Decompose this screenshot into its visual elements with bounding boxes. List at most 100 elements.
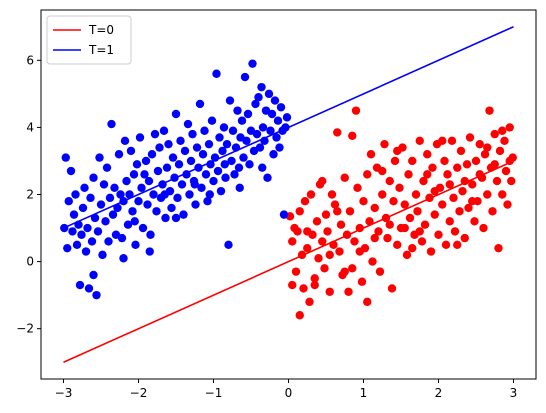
data-point-t1 [224,240,233,250]
data-point-t0 [400,223,409,233]
data-point-t0 [348,264,357,273]
data-point-t1 [61,153,70,162]
data-point-t1 [152,207,161,216]
y-tick-label: 0 [26,255,34,269]
data-point-t0 [420,220,430,229]
data-point-t1 [160,190,169,199]
data-point-t1 [220,160,229,169]
data-point-t1 [264,89,274,99]
data-point-t0 [323,227,332,236]
legend: T=0T=1 [46,15,132,65]
data-point-t1 [176,136,185,146]
data-point-t0 [389,197,398,206]
data-point-t0 [411,190,421,199]
data-point-t1 [198,150,208,159]
data-point-t1 [209,176,218,186]
data-point-t0 [485,106,494,115]
data-point-t0 [471,156,481,166]
data-point-t1 [227,156,236,166]
data-point-t1 [276,103,286,112]
y-tick-label: −2 [16,322,34,336]
data-point-t1 [92,290,101,300]
data-point-t0 [318,176,327,186]
data-point-t1 [90,213,100,223]
data-point-t0 [483,190,492,199]
data-point-t1 [146,230,155,239]
data-point-t0 [479,223,488,233]
data-point-t0 [383,233,392,243]
data-point-t1 [267,109,277,119]
data-point-t1 [263,173,272,182]
data-point-t1 [245,160,254,169]
data-point-t0 [468,180,477,189]
data-point-t0 [490,129,499,139]
data-point-t0 [462,160,472,169]
data-point-t0 [470,217,479,226]
data-point-t1 [108,210,118,219]
data-point-t1 [252,129,262,139]
x-tick-label: −2 [130,386,148,400]
data-point-t1 [86,193,95,203]
data-point-t0 [318,237,327,246]
data-point-t0 [333,128,342,137]
data-point-t0 [295,311,304,320]
data-point-t1 [132,160,142,169]
data-point-t0 [357,277,367,286]
data-point-t1 [234,163,244,172]
data-point-t0 [288,237,297,246]
data-point-t1 [222,139,232,149]
data-point-t1 [68,227,77,236]
data-point-t1 [141,156,151,166]
data-point-t1 [137,183,146,192]
data-point-t0 [321,210,331,219]
data-point-t0 [498,126,507,135]
x-tick-label: −1 [205,386,223,400]
data-point-t0 [453,240,462,250]
data-point-t1 [101,217,110,226]
data-point-t0 [303,227,312,236]
data-point-t0 [387,284,397,293]
data-point-t1 [254,93,263,102]
data-point-t1 [113,203,122,213]
legend-label-t0: T=0 [88,23,114,37]
data-point-t0 [501,166,511,176]
data-point-t1 [248,59,257,68]
data-point-t0 [359,197,368,206]
x-tick-label: 1 [360,386,368,400]
data-point-t1 [190,180,199,189]
data-point-t1 [140,170,149,179]
data-point-t1 [129,170,139,179]
data-point-t1 [179,210,188,219]
data-point-t0 [505,123,514,132]
data-point-t1 [235,183,244,192]
data-point-t1 [135,133,145,142]
data-point-t0 [390,156,400,166]
data-point-t0 [355,247,364,256]
data-point-t1 [164,139,173,149]
data-point-t0 [340,173,349,182]
data-point-t1 [75,280,85,290]
data-point-t1 [180,146,190,156]
data-point-t1 [123,220,133,229]
data-point-t0 [288,280,297,290]
data-point-t1 [239,153,248,162]
data-point-t1 [186,156,196,166]
data-point-t0 [378,166,387,176]
data-point-t0 [350,237,359,246]
data-point-t0 [335,247,344,256]
data-point-t1 [153,166,163,176]
data-point-t1 [162,163,172,172]
data-point-t1 [233,106,242,115]
data-point-t1 [98,250,107,260]
data-point-t0 [483,143,492,152]
data-point-t1 [63,243,72,253]
data-point-t0 [378,190,387,199]
legend-box [46,15,132,65]
data-point-t0 [363,297,372,307]
data-point-t0 [480,150,490,159]
data-point-t1 [240,72,250,82]
data-point-t1 [243,109,253,119]
data-point-t0 [299,284,308,293]
data-point-t0 [460,233,469,243]
data-point-t1 [173,193,182,203]
